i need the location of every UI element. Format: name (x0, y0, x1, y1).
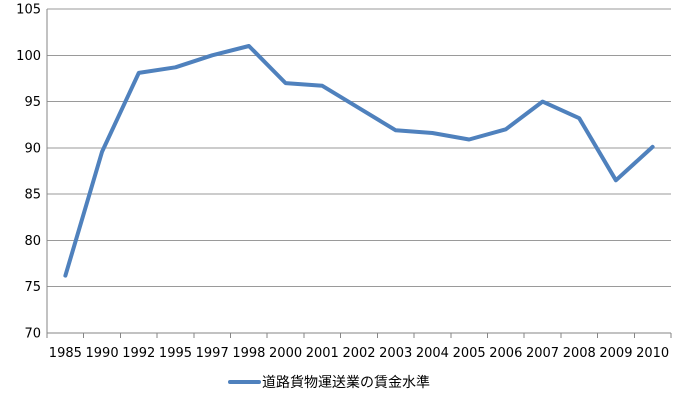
y-tick-label: 105 (16, 3, 41, 18)
x-tick-label: 2009 (599, 346, 632, 361)
data-point (63, 274, 67, 278)
data-point (357, 106, 361, 110)
data-point (504, 127, 508, 131)
y-tick-label: 100 (16, 49, 41, 64)
x-tick-label: 2002 (342, 346, 375, 361)
y-axis-tick-labels: 70 75 80 85 90 95 100 105 (16, 3, 41, 342)
x-tick-label: 1997 (196, 346, 229, 361)
legend: 道路貨物運送業の賃金水準 (228, 374, 430, 391)
y-tick-label: 85 (24, 188, 41, 203)
data-point (430, 131, 434, 135)
x-tick-label: 1992 (122, 346, 155, 361)
y-tick-label: 90 (24, 141, 41, 156)
x-tick-label: 2008 (563, 346, 596, 361)
x-tick-label: 1995 (159, 346, 192, 361)
data-point (320, 84, 324, 88)
x-tick-label: 2004 (416, 346, 449, 361)
x-tick-label: 2005 (453, 346, 486, 361)
x-tick-label: 2003 (379, 346, 412, 361)
data-point (100, 150, 104, 154)
x-axis-tick-labels: 1985 1990 1992 1995 1997 1998 2000 2001 2002 2003… (49, 346, 669, 361)
data-point (651, 145, 655, 149)
data-point (577, 116, 581, 120)
legend-label: 道路貨物運送業の賃金水準 (262, 374, 430, 391)
data-point (173, 65, 177, 69)
data-point (467, 138, 471, 142)
x-tick-label: 1990 (86, 346, 119, 361)
data-point (247, 44, 251, 48)
x-tick-label: 2000 (269, 346, 302, 361)
data-point (614, 178, 618, 182)
x-tick-label: 1985 (49, 346, 82, 361)
x-tick-label: 1998 (232, 346, 265, 361)
data-point (284, 81, 288, 85)
y-tick-label: 75 (24, 280, 41, 295)
series-line (63, 44, 655, 278)
y-tick-label: 80 (24, 234, 41, 249)
x-tick-label: 2007 (526, 346, 559, 361)
series-layer (63, 44, 655, 278)
x-tick-label: 2010 (636, 346, 669, 361)
gridlines (46, 8, 672, 338)
x-tick-label: 2001 (306, 346, 339, 361)
x-tick-label: 2006 (489, 346, 522, 361)
data-point (394, 128, 398, 132)
y-tick-label: 70 (24, 327, 41, 342)
data-point (137, 71, 141, 75)
data-point (210, 53, 214, 57)
y-tick-label: 95 (24, 95, 41, 110)
data-point (541, 100, 545, 104)
